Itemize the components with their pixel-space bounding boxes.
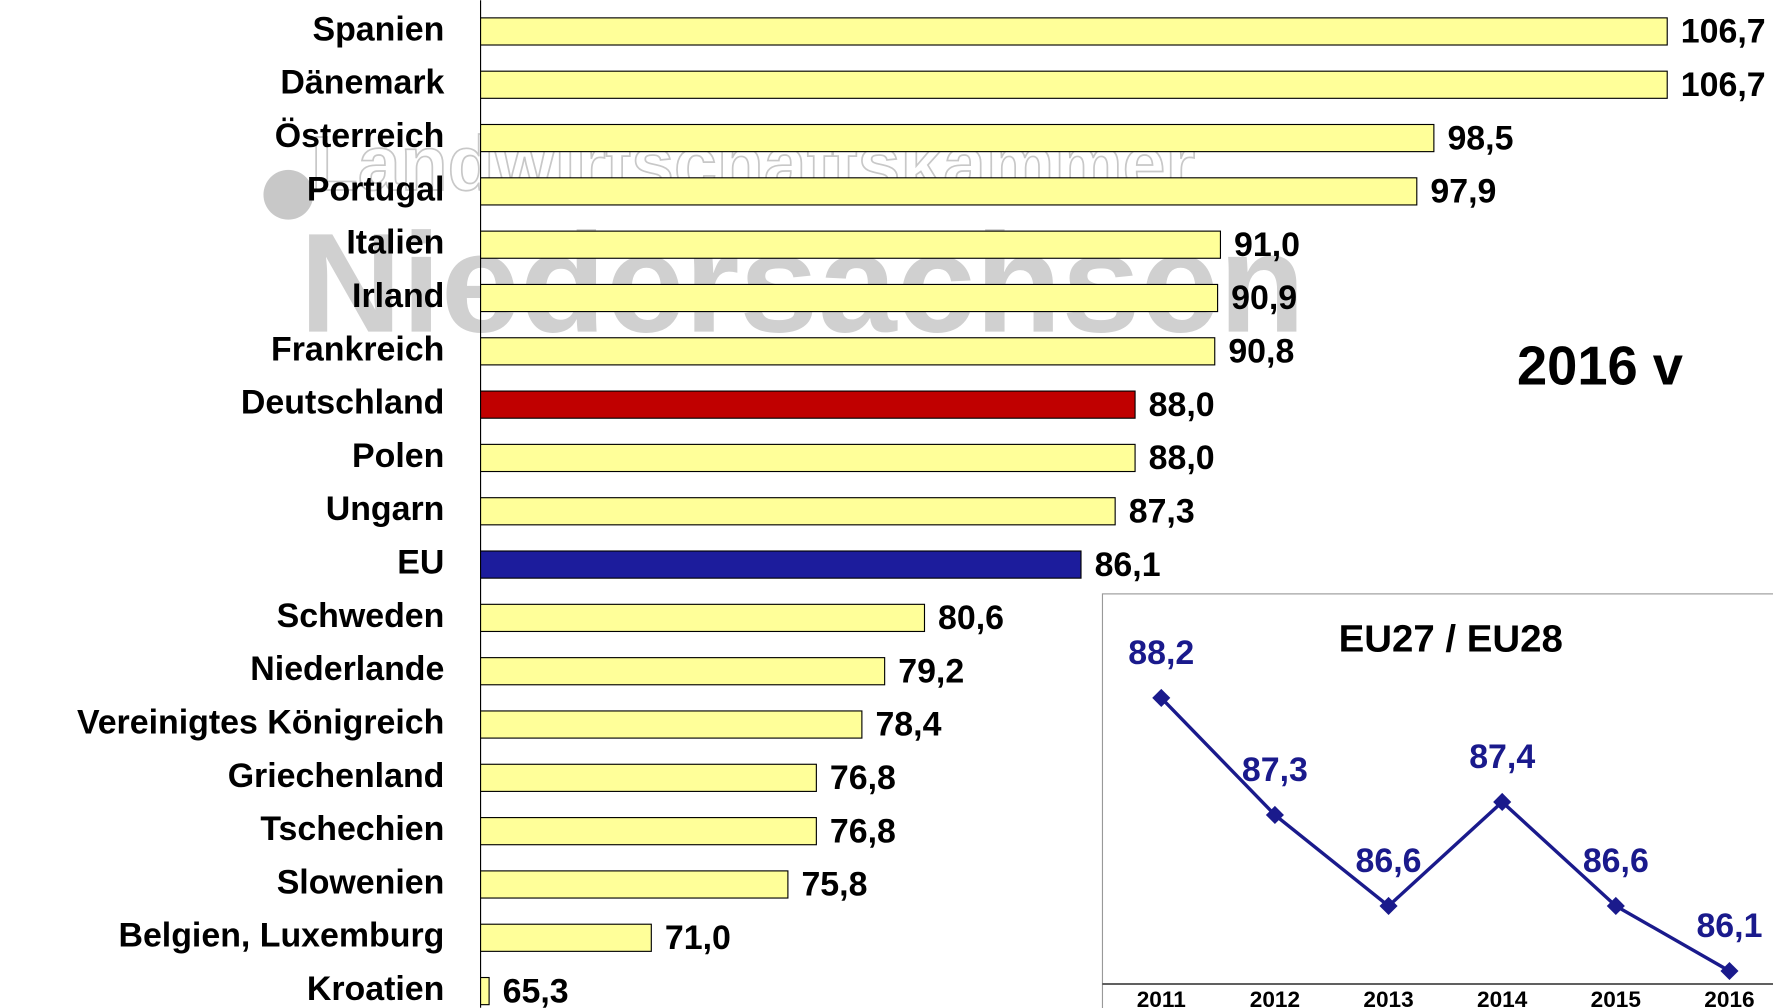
- x-tick-label: 2013: [1363, 987, 1413, 1008]
- bar: [479, 70, 1668, 99]
- y-tick-label: Ungarn: [326, 490, 445, 528]
- y-tick-label: Frankreich: [271, 330, 444, 368]
- bar: [479, 497, 1116, 526]
- y-tick-label: Griechenland: [228, 757, 445, 795]
- data-label: 79,2: [898, 652, 964, 690]
- x-tick-label: 2014: [1477, 987, 1528, 1008]
- bar: [479, 923, 652, 952]
- bar: [479, 443, 1136, 473]
- y-tick-label: EU: [397, 544, 444, 582]
- y-tick-label: Slowenien: [277, 863, 445, 901]
- y-tick-label: Schweden: [277, 597, 445, 635]
- y-tick-label: Tschechien: [260, 810, 444, 848]
- data-label: 86,1: [1095, 546, 1161, 584]
- data-label: 80,6: [938, 599, 1004, 637]
- bar: [479, 603, 926, 633]
- data-label: 90,9: [1231, 279, 1297, 317]
- bar: [479, 123, 1435, 153]
- bar: [479, 230, 1222, 259]
- data-label: 86,6: [1356, 842, 1422, 880]
- inset-panel: [1101, 593, 1773, 1008]
- bar: [479, 763, 817, 792]
- chart-title: EU27 / EU28: [1339, 618, 1563, 661]
- data-label: 76,8: [830, 812, 896, 850]
- x-tick-label: 2016: [1704, 987, 1754, 1008]
- bar: [479, 550, 1082, 579]
- data-label: 88,0: [1149, 439, 1215, 477]
- y-tick-label: Vereinigtes Königreich: [77, 703, 444, 741]
- watermark: Niedersachsen: [300, 204, 1306, 362]
- data-label: 76,8: [830, 759, 896, 797]
- x-tick-label: 2011: [1137, 987, 1186, 1008]
- bar: [479, 870, 789, 899]
- y-tick-label: Irland: [352, 277, 444, 315]
- data-label: 98,5: [1447, 119, 1513, 157]
- data-label: 86,1: [1696, 907, 1762, 945]
- data-label: 90,8: [1228, 333, 1294, 371]
- y-tick-label: Italien: [346, 224, 444, 262]
- y-tick-label: Portugal: [307, 170, 445, 208]
- watermark-dot: [263, 169, 314, 220]
- data-label: 87,3: [1129, 492, 1195, 530]
- data-label: 97,9: [1430, 173, 1496, 211]
- point: [1720, 961, 1739, 981]
- y-tick-label: Belgien, Luxemburg: [118, 917, 444, 955]
- y-tick-label: Niederlande: [250, 650, 444, 688]
- data-label: 75,8: [801, 866, 867, 904]
- bar: [479, 283, 1219, 313]
- x-tick-label: 2015: [1591, 987, 1641, 1008]
- y-tick-label: Österreich: [275, 117, 445, 155]
- data-label: 106,7: [1681, 66, 1766, 104]
- y-tick-label: Deutschland: [241, 384, 444, 422]
- data-label: 78,4: [875, 706, 941, 744]
- y-tick-label: Dänemark: [280, 64, 444, 102]
- y-tick-label: Kroatien: [307, 970, 445, 1008]
- point: [1152, 688, 1171, 707]
- y-tick-label: Spanien: [312, 10, 444, 48]
- point: [1606, 896, 1625, 916]
- annotation: 2016 v: [1517, 335, 1683, 396]
- bar: [479, 710, 863, 739]
- point: [1379, 896, 1398, 916]
- data-label: 106,7: [1681, 13, 1766, 51]
- line: [1160, 696, 1731, 973]
- data-label: 87,4: [1469, 738, 1535, 776]
- data-label: 87,3: [1242, 751, 1308, 789]
- bar: [479, 337, 1216, 366]
- data-label: 88,2: [1128, 634, 1194, 672]
- x-tick-label: 2012: [1250, 987, 1300, 1008]
- y-tick-label: Polen: [352, 437, 444, 475]
- bar: [479, 177, 1418, 206]
- data-label: 71,0: [665, 919, 731, 957]
- bar: [479, 390, 1136, 419]
- data-label: 86,6: [1583, 842, 1649, 880]
- bar: [479, 817, 817, 846]
- data-label: 88,0: [1149, 386, 1215, 424]
- data-label: 91,0: [1234, 226, 1300, 264]
- bar: [479, 976, 490, 1006]
- bar: [479, 657, 886, 686]
- bar: [479, 17, 1668, 46]
- data-label: 65,3: [503, 972, 569, 1008]
